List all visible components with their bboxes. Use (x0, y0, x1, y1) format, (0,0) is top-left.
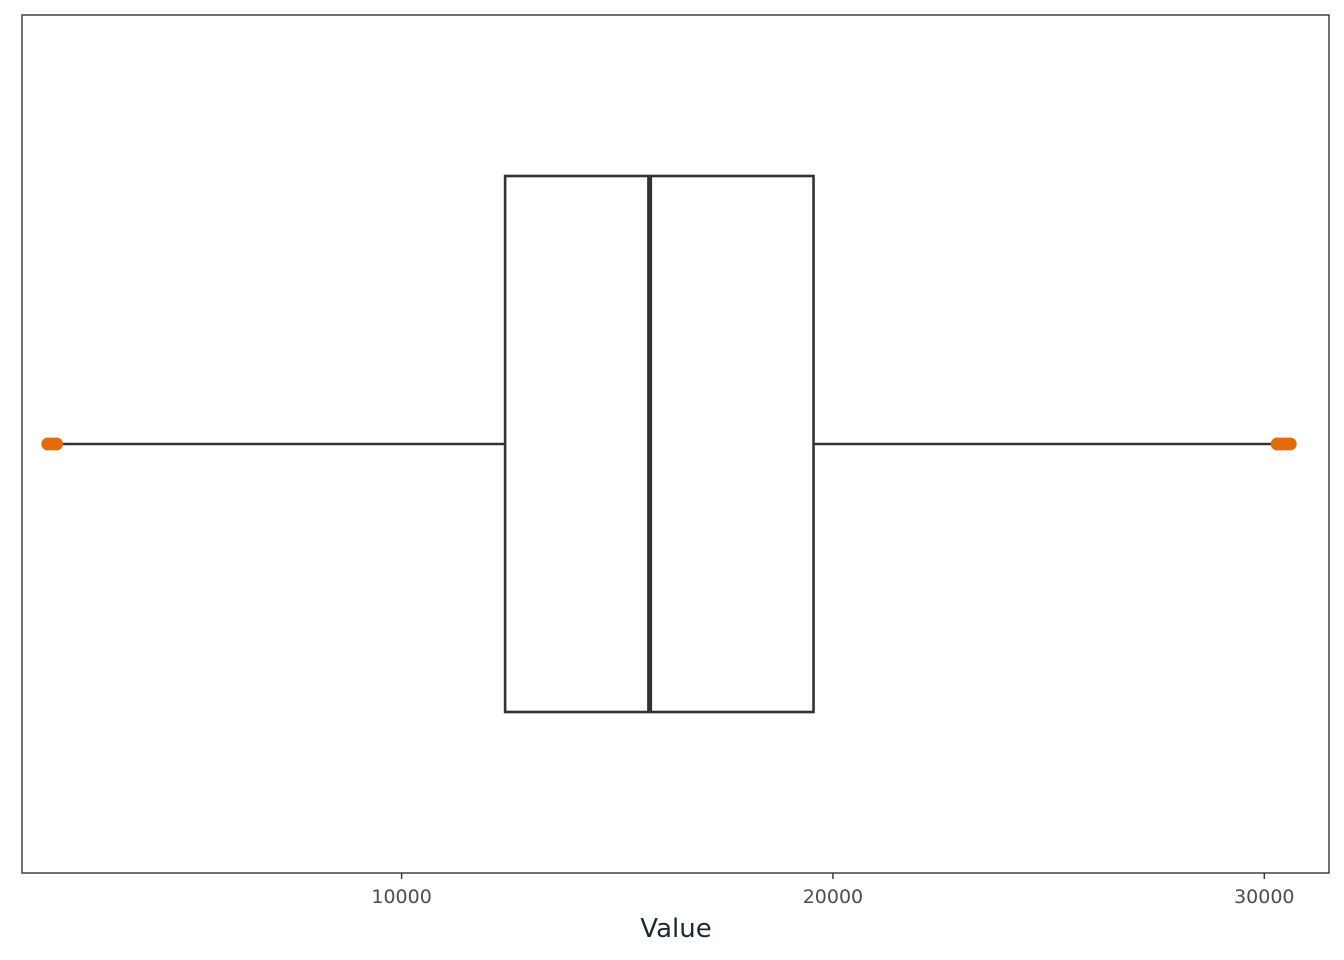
x-tick-label: 20000 (803, 886, 863, 908)
iqr-box (503, 174, 815, 714)
x-axis-title: Value (640, 914, 711, 944)
x-tick-label: 30000 (1234, 886, 1294, 908)
x-axis: 10000 20000 30000 (371, 873, 1295, 908)
outlier-point (1283, 437, 1297, 451)
chart-marks (41, 174, 1297, 714)
outlier-point (50, 437, 64, 451)
panel-border (21, 14, 1330, 874)
x-tick-label: 10000 (371, 886, 431, 908)
